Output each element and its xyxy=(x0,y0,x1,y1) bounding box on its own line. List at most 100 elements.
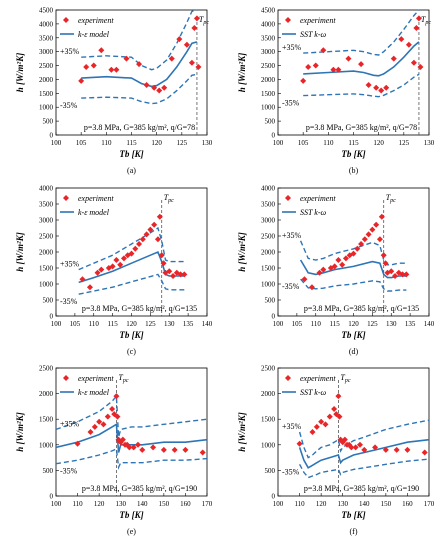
x-tick-label: 105 xyxy=(292,320,303,328)
experiment-point xyxy=(86,284,93,291)
legend-experiment-marker xyxy=(63,17,69,23)
y-tick-label: 500 xyxy=(265,118,276,126)
x-tick-label: 120 xyxy=(151,139,162,147)
experiment-point xyxy=(382,260,389,267)
experiment-point xyxy=(117,261,124,268)
plus-35-band xyxy=(78,226,185,271)
experiment-point xyxy=(417,63,424,70)
y-tick-label: 500 xyxy=(43,297,54,305)
experiment-point xyxy=(151,84,158,91)
minus-35-label: -35% xyxy=(282,282,300,291)
experiment-point xyxy=(305,63,312,70)
legend-experiment-marker xyxy=(63,375,69,381)
experiment-point xyxy=(113,393,120,400)
experiment-point xyxy=(331,405,338,412)
experiment-point xyxy=(410,59,417,66)
legend-model-label: SST k-ω xyxy=(300,388,327,397)
experiment-point xyxy=(94,269,101,276)
experiment-point xyxy=(316,269,323,276)
x-tick-label: 130 xyxy=(386,320,397,328)
y-tick-label: 2000 xyxy=(39,76,54,84)
x-tick-label: 150 xyxy=(159,500,170,508)
experiment-point xyxy=(108,66,115,73)
experiment-point xyxy=(128,250,135,257)
tpc-label: Tpc xyxy=(118,373,128,384)
experiment-point xyxy=(376,236,383,243)
condition-text: p=3.8 MPa, G=385 kg/m², q/G=135 xyxy=(82,304,197,313)
plot-frame xyxy=(277,9,430,136)
x-tick-label: 130 xyxy=(424,139,435,147)
experiment-point xyxy=(161,84,168,91)
x-tick-label: 135 xyxy=(183,320,194,328)
x-tick-label: 170 xyxy=(202,500,213,508)
experiment-point xyxy=(348,444,355,451)
minus-35-label: -35% xyxy=(282,467,300,476)
y-tick-label: 500 xyxy=(265,297,276,305)
experiment-point xyxy=(352,444,359,451)
experiment-point xyxy=(139,236,146,243)
experiment-point xyxy=(339,261,346,268)
model-line xyxy=(303,41,420,77)
y-tick-label: 2500 xyxy=(39,62,54,70)
experiment-point xyxy=(109,263,116,270)
y-tick-label: 1500 xyxy=(261,265,276,273)
experiment-point xyxy=(160,260,167,267)
y-tick-label: 1500 xyxy=(261,90,276,98)
experiment-point xyxy=(335,257,342,263)
tpc-label: Tpc xyxy=(386,193,396,204)
experiment-point xyxy=(134,441,141,448)
x-tick-label: 125 xyxy=(145,320,156,328)
experiment-point xyxy=(83,63,90,70)
y-tick-label: 2000 xyxy=(39,249,54,257)
experiment-point xyxy=(136,61,143,68)
y-axis-label: h [W/m²K] xyxy=(237,232,247,271)
y-tick-label: 3000 xyxy=(39,217,54,225)
x-tick-label: 105 xyxy=(76,139,87,147)
experiment-point xyxy=(345,55,352,62)
experiment-point xyxy=(393,446,400,453)
x-tick-label: 105 xyxy=(298,139,309,147)
minus-35-band xyxy=(303,73,420,98)
experiment-point xyxy=(405,41,412,48)
experiment-point xyxy=(383,84,390,91)
x-tick-label: 150 xyxy=(381,500,392,508)
x-tick-label: 120 xyxy=(126,320,137,328)
experiment-point xyxy=(309,429,316,435)
experiment-point xyxy=(356,441,363,448)
experiment-point xyxy=(90,62,97,69)
plus-35-label: +35% xyxy=(282,43,302,52)
y-tick-label: 0 xyxy=(50,493,54,501)
experiment-point xyxy=(358,61,365,68)
tpc-subscript: pc xyxy=(122,378,129,384)
legend-model-label: k-ε model xyxy=(78,388,110,397)
experiment-point xyxy=(354,245,361,252)
x-tick-label: 170 xyxy=(424,500,435,508)
x-tick-label: 110 xyxy=(294,500,305,508)
plus-35-band xyxy=(299,240,407,266)
experiment-point xyxy=(341,436,348,443)
y-tick-label: 4500 xyxy=(39,7,54,15)
y-axis-label: h [W/m²K] xyxy=(15,53,25,92)
y-tick-label: 4000 xyxy=(261,185,276,193)
legend-model-label: k-ε model xyxy=(78,30,110,39)
panel-caption: (f) xyxy=(350,527,358,536)
y-tick-label: 2000 xyxy=(261,249,276,257)
experiment-point xyxy=(313,423,320,430)
experiment-point xyxy=(308,284,315,291)
x-tick-label: 130 xyxy=(164,320,175,328)
experiment-point xyxy=(421,449,428,456)
legend-experiment-label: experiment xyxy=(300,374,336,383)
y-axis-label: h [W/m²K] xyxy=(15,412,25,451)
x-tick-label: 160 xyxy=(180,500,191,508)
legend-experiment-label: experiment xyxy=(300,16,336,25)
legend-model-label: SST k-ω xyxy=(300,30,327,39)
experiment-point xyxy=(177,271,184,278)
experiment-point xyxy=(143,231,150,238)
plus-35-band xyxy=(303,9,420,56)
x-tick-label: 105 xyxy=(70,320,81,328)
x-tick-label: 120 xyxy=(94,500,105,508)
model-line xyxy=(298,438,430,469)
model-line xyxy=(55,422,208,453)
minus-35-label: -35% xyxy=(60,101,78,110)
